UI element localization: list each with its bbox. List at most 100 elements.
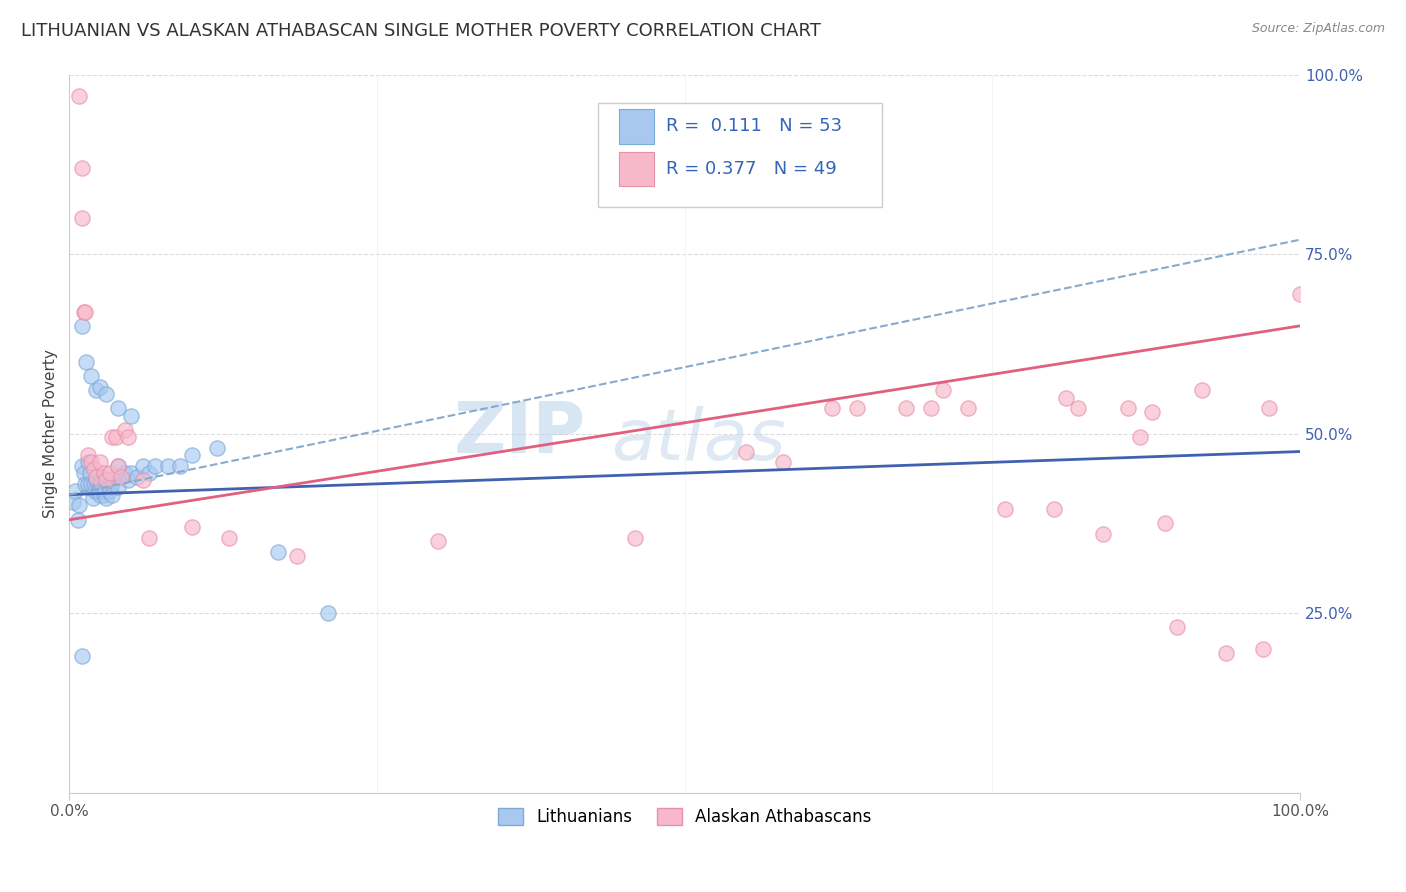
Point [920, 401, 942, 416]
Point [120, 409, 142, 423]
Point [101, 488, 124, 502]
Point [772, 455, 794, 469]
Point [98, 480, 121, 494]
Point [70, 211, 93, 226]
Point [205, 441, 228, 455]
FancyBboxPatch shape [599, 103, 882, 207]
Point [218, 531, 240, 545]
Point [821, 401, 844, 416]
Point [1191, 384, 1213, 398]
Point [70, 161, 93, 175]
Point [132, 458, 155, 473]
Point [1054, 391, 1077, 405]
Point [96, 491, 118, 506]
Point [80, 476, 103, 491]
Point [1153, 516, 1175, 531]
Point [181, 520, 204, 534]
Text: ZIP: ZIP [454, 399, 586, 468]
Point [1166, 620, 1188, 634]
Point [117, 473, 139, 487]
Point [89, 380, 111, 394]
Point [107, 401, 129, 416]
Point [90, 476, 112, 491]
Point [138, 466, 160, 480]
Point [80, 455, 103, 469]
Point [65, 483, 87, 498]
Point [67, 499, 90, 513]
Point [93, 466, 115, 480]
Point [956, 401, 979, 416]
Point [735, 444, 758, 458]
Point [70, 458, 93, 473]
Point [1129, 430, 1152, 444]
Point [75, 476, 97, 491]
Point [96, 473, 118, 487]
Point [83, 462, 105, 476]
Point [107, 480, 129, 494]
Point [316, 606, 339, 620]
Point [894, 401, 917, 416]
Point [427, 534, 450, 549]
Point [93, 488, 115, 502]
Point [101, 430, 124, 444]
Point [84, 473, 107, 487]
Point [84, 483, 107, 498]
Point [76, 476, 98, 491]
Point [98, 466, 121, 480]
Point [1258, 401, 1281, 416]
Point [101, 476, 124, 491]
Point [96, 387, 118, 401]
Point [1289, 286, 1312, 301]
Point [932, 384, 955, 398]
Point [105, 469, 128, 483]
Point [89, 473, 111, 487]
Text: R =  0.111   N = 53: R = 0.111 N = 53 [666, 118, 842, 136]
Text: LITHUANIAN VS ALASKAN ATHABASCAN SINGLE MOTHER POVERTY CORRELATION CHART: LITHUANIAN VS ALASKAN ATHABASCAN SINGLE … [21, 22, 821, 40]
Point [1067, 401, 1090, 416]
Text: atlas: atlas [610, 406, 786, 475]
Point [285, 549, 308, 563]
Text: Source: ZipAtlas.com: Source: ZipAtlas.com [1251, 22, 1385, 36]
Point [83, 476, 105, 491]
Point [62, 495, 84, 509]
Text: R = 0.377   N = 49: R = 0.377 N = 49 [666, 160, 837, 178]
Point [89, 455, 111, 469]
Point [125, 469, 148, 483]
Point [79, 466, 101, 480]
Point [86, 483, 108, 498]
Point [84, 469, 107, 483]
Point [80, 369, 103, 384]
Point [91, 469, 114, 483]
Point [82, 491, 104, 506]
Point [1043, 502, 1066, 516]
Y-axis label: Single Mother Poverty: Single Mother Poverty [44, 349, 58, 518]
Legend: Lithuanians, Alaskan Athabascans: Lithuanians, Alaskan Athabascans [489, 800, 880, 835]
Point [105, 430, 128, 444]
Point [84, 384, 107, 398]
Point [120, 466, 142, 480]
Point [73, 466, 96, 480]
Point [97, 483, 120, 498]
Point [1092, 527, 1115, 541]
Point [114, 423, 136, 437]
Point [845, 401, 868, 416]
Point [1251, 642, 1274, 657]
Point [1142, 405, 1164, 419]
Point [70, 649, 93, 664]
Point [76, 448, 98, 462]
Point [117, 430, 139, 444]
Point [75, 304, 97, 318]
Point [267, 545, 290, 559]
Point [1116, 401, 1139, 416]
Point [1215, 646, 1237, 660]
Point [156, 458, 179, 473]
Point [114, 466, 136, 480]
Point [181, 448, 204, 462]
Point [994, 502, 1017, 516]
Point [96, 473, 118, 487]
Point [67, 89, 90, 103]
Point [89, 488, 111, 502]
Point [75, 355, 97, 369]
FancyBboxPatch shape [620, 109, 654, 144]
Point [110, 469, 132, 483]
